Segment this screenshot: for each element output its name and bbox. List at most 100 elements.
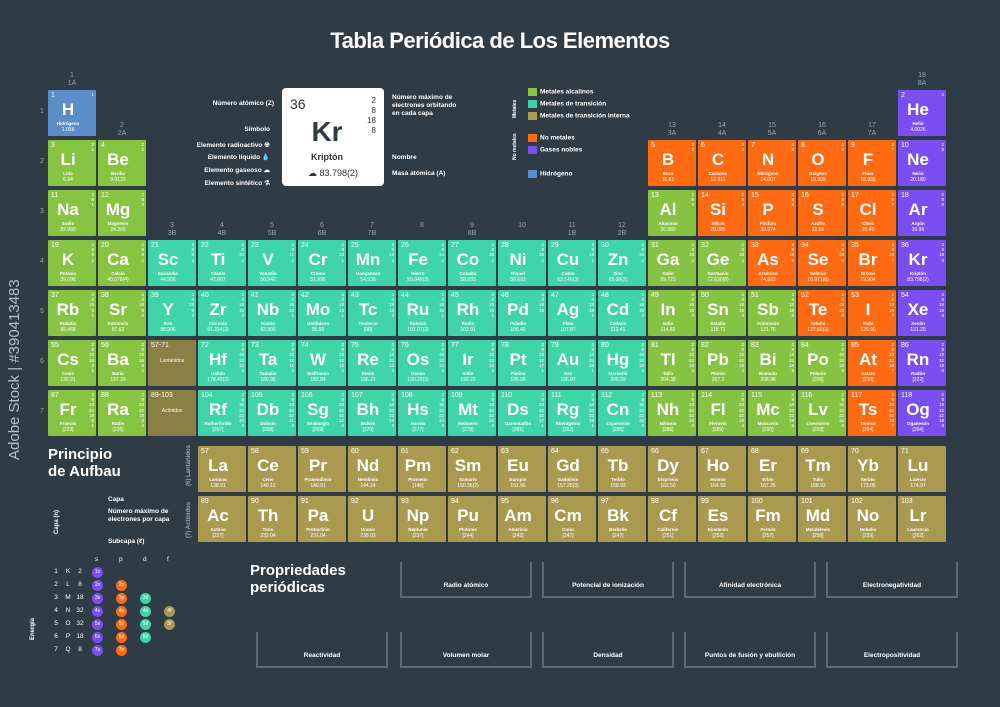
element-nb: 41 2 8 18 12 1 Nb Niobio 92.906 [248, 290, 296, 336]
property-box: Volumen molar [400, 632, 532, 668]
group-label: 9 [470, 222, 474, 229]
element-name: Estroncio [107, 321, 129, 326]
element-cn: 112 2 8 18 32 32 18 2 Cn Copernicio [285] [598, 390, 646, 436]
element-mass: 40.078(4) [107, 277, 129, 283]
element-number: 93 [401, 498, 409, 505]
property-box: Electronegatividad [826, 562, 958, 598]
element-ge: 32 2 8 18 4 Ge Germanio 72.630(8) [698, 240, 746, 286]
element-shells: 2 8 18 32 18 5 [788, 342, 794, 374]
element-h: 1 1 H Hidrógeno 1.008 [48, 90, 96, 136]
element-symbol: Pt [509, 350, 527, 369]
element-symbol: Pd [507, 300, 529, 319]
element-number: 101 [801, 498, 813, 505]
period-label: 4 [40, 258, 44, 265]
aufbau-cell: K [65, 568, 71, 575]
element-symbol: Co [456, 250, 480, 269]
series-name: Lantánidos [159, 358, 185, 364]
element-symbol: W [309, 350, 327, 369]
property-box: Afinidad electrónica [684, 562, 816, 598]
element-rh: 45 2 8 18 16 1 Rh Rodio 102.91 [448, 290, 496, 336]
element-sn: 50 2 8 18 18 4 Sn Estaño 118.71 [698, 290, 746, 336]
element-name: Lantano [209, 477, 227, 482]
element-number: 47 [551, 292, 559, 299]
element-xe: 54 2 8 18 18 8 Xe Xenón 131.29 [898, 290, 946, 336]
element-shells: 2 8 18 32 13 2 [388, 342, 394, 374]
element-mass: 118.71 [710, 327, 726, 333]
element-shells: 2 8 18 32 32 18 7 [888, 392, 894, 429]
element-mass: 4.0026 [910, 127, 926, 133]
element-name: Lutecio [909, 477, 926, 482]
element-number: 19 [51, 242, 59, 249]
flask-icon: ⚗ [264, 180, 270, 187]
element-shells: 2 8 18 18 8 2 [138, 342, 144, 374]
element-name: Kriptón [910, 271, 926, 276]
element-number: 55 [51, 342, 59, 349]
element-name: Berilio [110, 171, 125, 176]
element-symbol: Lv [808, 400, 828, 419]
element-shells: 2 8 18 18 6 [838, 292, 844, 318]
element-fm: 100 Fm Fermio [257] [748, 496, 796, 542]
group-label: 8 [420, 222, 424, 229]
element-mass: 54.938 [360, 277, 376, 283]
element-number: 4 [101, 142, 105, 149]
element-symbol: In [660, 300, 676, 319]
element-number: 50 [701, 292, 709, 299]
element-number: 103 [901, 498, 913, 505]
element-mass: [294] [862, 427, 874, 433]
aufbau-cell: Q [65, 646, 71, 653]
legend-item: Metales de transición interna [528, 112, 630, 120]
element-name: Bismuto [759, 371, 777, 376]
property-box: Electropositividad [826, 632, 958, 668]
element-shells: 2 8 18 12 1 [288, 292, 294, 318]
element-symbol: Th [257, 506, 279, 525]
element-hs: 108 2 8 18 32 32 14 2 Hs Hassio [277] [398, 390, 446, 436]
element-mass: 30.974 [760, 227, 776, 233]
element-sc: 21 2 8 9 2 Sc Escandio 44.956 [148, 240, 196, 286]
group-label: 18 [918, 72, 926, 79]
element-mass: 24.305 [110, 227, 126, 233]
element-mass: 231.04 [310, 533, 326, 539]
element-mass: 79.904 [860, 277, 876, 283]
element-mass: [252] [712, 533, 724, 539]
element-name: Cesio [61, 371, 75, 376]
element-name: Renio [361, 371, 375, 376]
element-number: 82 [701, 342, 709, 349]
element-symbol: Fr [59, 400, 77, 419]
lanthanide-caption: (6) Lantánidos [186, 444, 192, 486]
group-label: 4 [220, 222, 224, 229]
element-number: 40 [201, 292, 209, 299]
element-name: Roentgenio [555, 421, 581, 426]
element-name: Circonio [208, 321, 228, 326]
element-shells: 2 8 11 2 [289, 242, 294, 263]
element-name: Cromo [310, 271, 326, 276]
element-f: 9 2 7 F Flúor 18.998 [848, 140, 896, 186]
element-mass: 1.008 [61, 127, 75, 133]
element-name: Wolframio [307, 371, 329, 376]
element-k: 19 2 8 8 1 K Potasio 39.098 [48, 240, 96, 286]
element-shells: 2 8 18 18 8 [938, 292, 944, 318]
element-es: 99 Es Einstenio [252] [698, 496, 746, 542]
element-number: 63 [501, 448, 509, 455]
aufbau-orbital: 4s [92, 606, 103, 617]
element-name: Astato [860, 371, 875, 376]
element-name: Radón [911, 371, 925, 376]
element-symbol: Tl [660, 350, 676, 369]
element-name: Oxígeno [808, 171, 827, 176]
element-name: Teneso [860, 421, 876, 426]
element-symbol: S [812, 200, 824, 219]
element-number: 46 [501, 292, 509, 299]
legend-label: Metales de transición [540, 100, 607, 108]
element-symbol: No [856, 506, 880, 525]
element-name: Osmio [410, 371, 425, 376]
element-name: Plata [562, 321, 574, 326]
element-mass: 47.867 [210, 277, 226, 283]
element-shells: 2 8 18 32 12 2 [338, 342, 344, 374]
element-symbol: At [859, 350, 877, 369]
legend-item: Metales alcalinos [528, 88, 593, 96]
element-number: 21 [151, 242, 159, 249]
element-shells: 2 8 18 2 [638, 242, 644, 263]
legend-label: Hidrógeno [540, 170, 573, 178]
element-number: 94 [451, 498, 459, 505]
